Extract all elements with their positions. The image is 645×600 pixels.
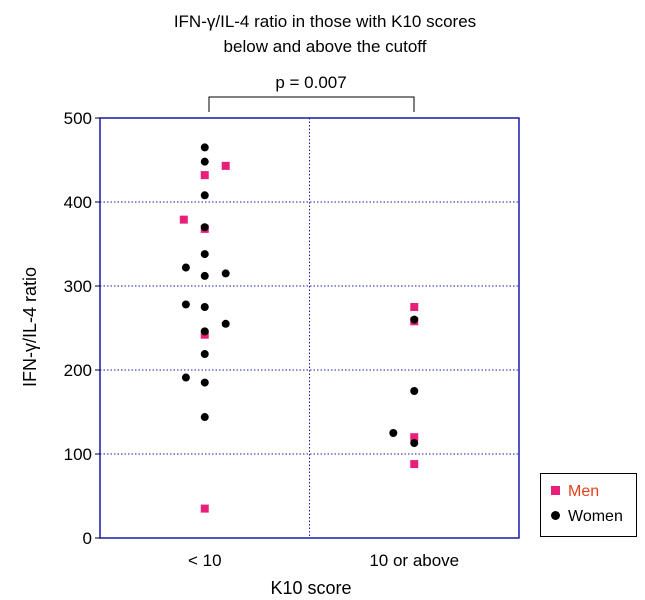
point-women-18 [389,429,398,437]
y-tick-label-300: 300 [64,277,92,296]
legend: Men Women [540,473,637,537]
point-women-16 [410,315,419,324]
point-women-17 [410,387,419,395]
point-women-5 [181,263,190,272]
y-tick-label-400: 400 [64,193,92,212]
point-women-14 [200,378,209,387]
point-women-11 [200,327,209,336]
point-women-6 [221,269,230,278]
point-women-0 [200,143,209,152]
point-women-1 [200,157,209,166]
legend-item-women: Women [551,508,623,526]
significance-bracket: p = 0.007 [208,73,415,112]
point-men-6 [410,303,419,311]
point-women-3 [200,223,209,232]
point-women-13 [181,373,190,382]
point-women-15 [200,413,209,422]
plot-area-frame [99,117,520,539]
legend-swatch-men [551,486,560,495]
x-tick-label-1: 10 or above [369,551,459,570]
point-women-9 [200,303,209,311]
point-women-12 [200,350,209,359]
point-men-0 [221,161,230,170]
y-tick-label-0: 0 [83,529,92,548]
point-men-1 [200,171,209,180]
y-tick-label-200: 200 [64,361,92,380]
point-women-8 [181,300,190,309]
p-value-annotation: p = 0.007 [275,73,346,92]
point-women-2 [200,191,209,200]
point-men-5 [200,504,209,513]
point-women-4 [200,250,209,259]
y-axis: 0 100 200 300 400 500 [64,109,100,548]
series-women [181,143,419,448]
y-tick-label-500: 500 [64,109,92,128]
legend-label-women: Women [568,508,623,525]
series-men [179,161,419,513]
point-women-7 [200,271,209,280]
data-points [179,143,419,513]
y-tick-label-100: 100 [64,445,92,464]
point-women-19 [410,439,419,448]
legend-label-men: Men [568,483,600,500]
grid [100,118,519,538]
point-women-10 [221,319,230,328]
point-men-2 [179,215,188,224]
point-men-9 [410,460,419,469]
chart-title-line-1: IFN-γ/IL-4 ratio in those with K10 score… [174,12,476,31]
legend-swatch-women [551,511,560,520]
point-men-8 [410,433,419,442]
chart-title-line-2: below and above the cutoff [224,37,427,56]
x-tick-label-0: < 10 [188,551,222,570]
x-axis: < 10 10 or above [188,551,459,570]
legend-item-men: Men [551,483,599,501]
x-axis-label: K10 score [270,578,351,598]
y-axis-label: IFN-γ/IL-4 ratio [20,267,40,387]
